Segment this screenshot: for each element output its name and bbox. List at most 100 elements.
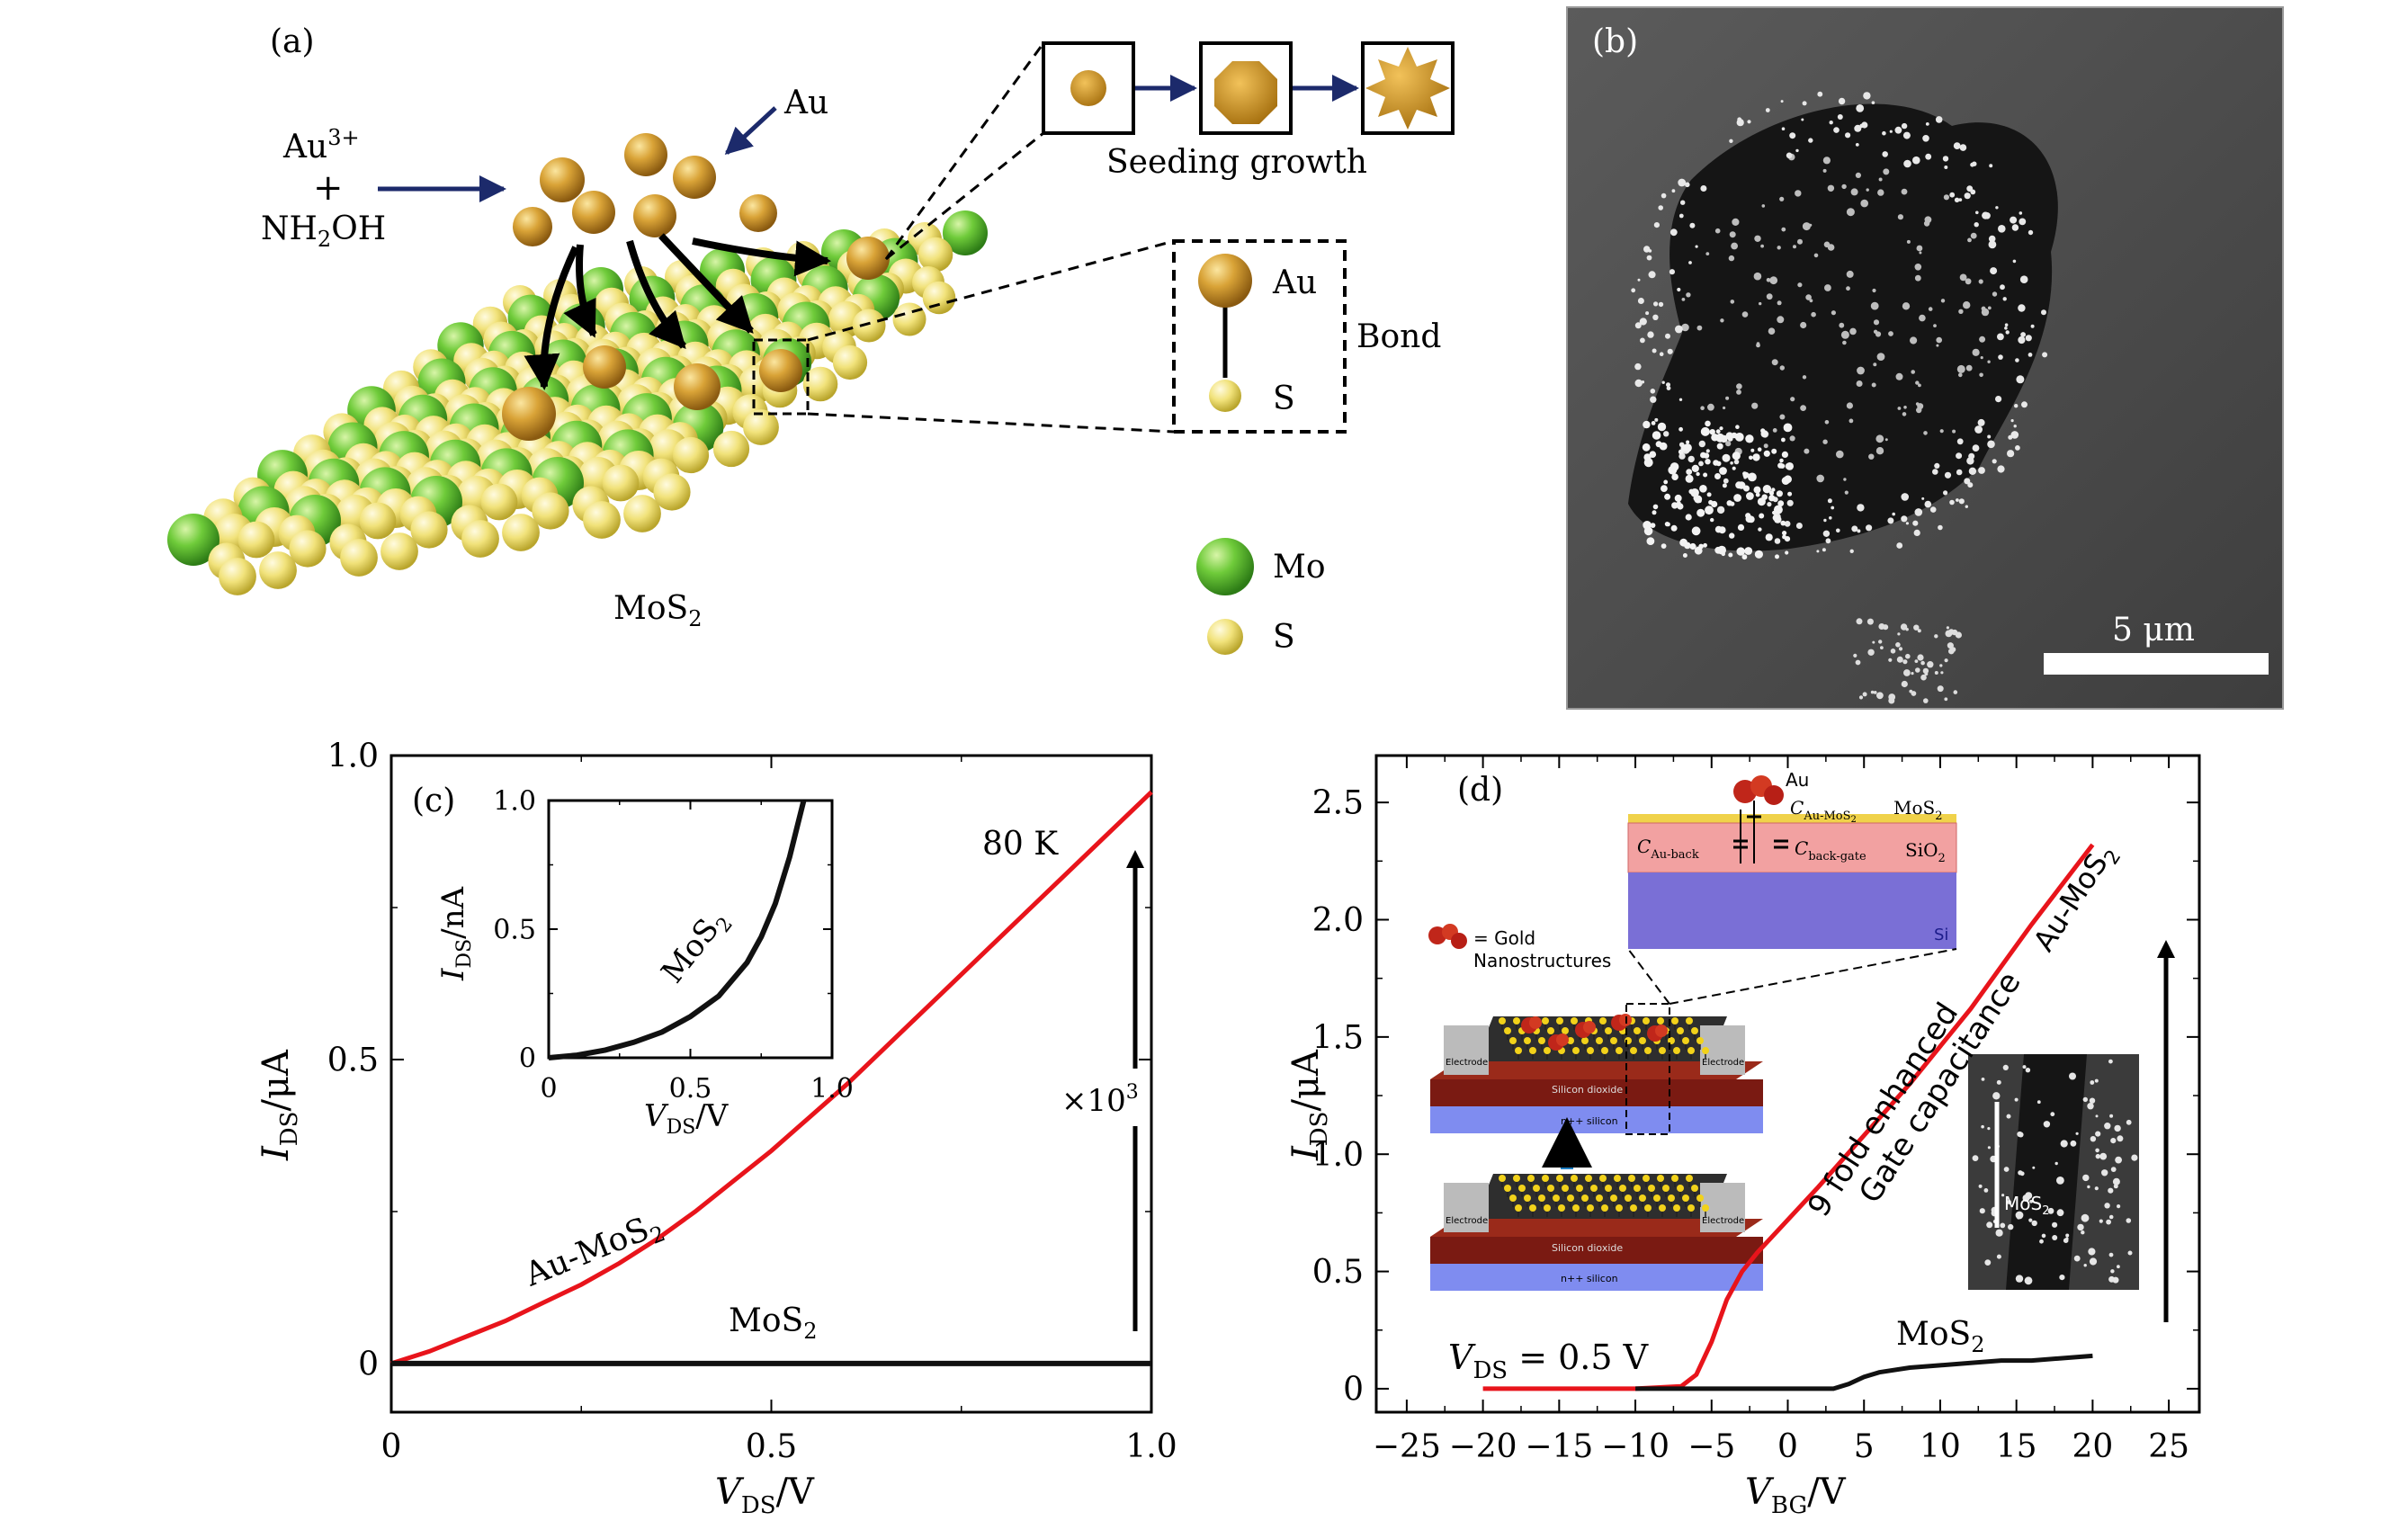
- hydroxylamine-label: NH2OH: [261, 210, 386, 252]
- selection-box: [752, 338, 810, 416]
- svg-text:n++ silicon: n++ silicon: [1561, 1115, 1618, 1127]
- y-tick-label: 0: [358, 1347, 379, 1383]
- multiplier-label: ×103: [1061, 1081, 1139, 1119]
- au-particle: [540, 157, 585, 202]
- s-atom: [340, 539, 378, 577]
- x-tick-label: −10: [1601, 1428, 1669, 1465]
- multiplier-mask: [1061, 1069, 1148, 1126]
- x-tick-label: −20: [1449, 1428, 1517, 1465]
- gold-particle-speckles: [1631, 91, 2048, 704]
- panel-c-iv-chart: 0 0.5 1.000.51.0 (c) 80 K ×103 Au-MoS2 MoS…: [255, 738, 1177, 1519]
- svg-text:CAu-MoS2: CAu-MoS2: [1790, 797, 1857, 825]
- x-tick-label: 1.0: [1125, 1428, 1177, 1465]
- chart-c-ylabel: IDS/μA: [255, 1049, 303, 1161]
- capacitance-cross-section: Au CAu-MoS2 MoS2 CAu-back Cback-gate SiO…: [1627, 769, 1957, 949]
- au-particle: [624, 133, 667, 176]
- au-particle: [572, 191, 615, 234]
- s-atom: [380, 532, 418, 570]
- svg-text:= Gold: = Gold: [1473, 927, 1535, 949]
- seed-particle-star: [1365, 47, 1450, 130]
- s-atom: [480, 483, 518, 521]
- bond-au-label: Au: [1272, 264, 1317, 301]
- au-particle: [739, 194, 777, 232]
- scale-bar-label: 5 μm: [2112, 612, 2195, 649]
- vds-condition-label: VDS = 0.5 V: [1448, 1338, 1649, 1384]
- s-atom: [237, 521, 275, 559]
- svg-text:CAu-back: CAu-back: [1637, 836, 1699, 862]
- au-particle-on-lattice: [759, 349, 802, 392]
- device-zoom-line-2: [1669, 948, 1957, 1005]
- series-au-mos2-line: [390, 790, 1153, 1366]
- y-tick-label: 1.0: [327, 738, 379, 775]
- mos2-label: MoS2: [613, 590, 702, 631]
- x-tick-label: 15: [1996, 1428, 2037, 1465]
- y-tick-label: 0.5: [1312, 1254, 1364, 1291]
- svg-text:Si: Si: [1934, 926, 1948, 944]
- temperature-label: 80 K: [982, 826, 1059, 863]
- legend-s-atom: [1207, 619, 1243, 655]
- deposition-arrow-1: [524, 246, 579, 390]
- device-schematic-bottom: Electrode Electrode Silicon dioxide n++ …: [1430, 1174, 1763, 1291]
- s-atom: [653, 473, 691, 511]
- s-atom: [802, 366, 838, 402]
- chart-d-ylabel: IDS/μA: [1285, 1049, 1333, 1161]
- s-atom: [892, 302, 926, 336]
- x-tick-label: 0.5: [746, 1428, 797, 1465]
- s-atom: [602, 464, 640, 502]
- svg-text:MoS2: MoS2: [1893, 797, 1943, 823]
- series-au-mos2-transfer-line: [1482, 843, 2095, 1391]
- y-tick-label: 0.5: [327, 1042, 379, 1079]
- svg-text:MoS2: MoS2: [2004, 1193, 2049, 1218]
- chart-c-xlabel: VDS/V: [715, 1472, 815, 1519]
- s-atom: [259, 551, 297, 589]
- s-atom: [712, 430, 750, 468]
- device-zoom-line-1: [1627, 948, 1670, 1005]
- device-schematic-top: Electrode Electrode Silicon dioxide n++ …: [1430, 1014, 1763, 1133]
- svg-text:Cback-gate: Cback-gate: [1795, 837, 1866, 863]
- au-particle: [846, 237, 890, 280]
- x-tick-label: 0: [1777, 1428, 1798, 1465]
- series-mos2-transfer-line: [1635, 1353, 2093, 1391]
- bond-s-atom: [1209, 380, 1241, 412]
- deposition-arrow-5: [692, 237, 831, 277]
- chart-d-xlabel: VBG/V: [1745, 1472, 1847, 1519]
- bond-au-atom: [1198, 254, 1252, 308]
- au-particle-label: Au: [783, 85, 828, 121]
- zoom-line-bond-1: [807, 239, 1175, 342]
- legend-mo-atom: [1196, 538, 1254, 595]
- y-tick-label: 2.0: [1312, 902, 1364, 939]
- s-atom: [832, 344, 868, 380]
- chart-d-ticks: −25 −20 −15 −10 −5 0 5 10 15 20 25 0 0.5 1.0 1.5 2.0 2.5: [1312, 756, 2199, 1465]
- s-atom: [922, 281, 956, 315]
- s-atom: [359, 502, 397, 540]
- series-mos2-transfer-label: MoS2: [1896, 1316, 1984, 1357]
- x-tick-label: 5: [1854, 1428, 1875, 1465]
- y-tick-label: 1.0: [1312, 1137, 1364, 1174]
- au-nanoparticle-cluster: [513, 133, 890, 280]
- s-atom: [289, 530, 327, 568]
- x-tick-label: 25: [2148, 1428, 2189, 1465]
- legend-mo-label: Mo: [1273, 549, 1326, 586]
- series-mos2-label: MoS2: [729, 1302, 817, 1344]
- x-tick-label: −15: [1525, 1428, 1593, 1465]
- x-tick-label: −5: [1687, 1428, 1735, 1465]
- mo-atom: [943, 210, 988, 255]
- inset-ylabel: IDS/nA: [435, 886, 476, 981]
- s-atom: [583, 501, 621, 539]
- device-zoom-box: [1625, 1003, 1670, 1135]
- panel-a-schematic: (a) Au3+ + NH2OH Au Seeding growth: [167, 23, 1455, 656]
- svg-text:Electrode: Electrode: [1702, 1058, 1744, 1068]
- au-pointer-arrow: [724, 106, 777, 156]
- s-atom: [219, 558, 256, 595]
- svg-text:Electrode: Electrode: [1446, 1058, 1488, 1068]
- chart-c-ticks: 0 0.5 1.0 0 0.5 1.0: [327, 738, 1177, 1465]
- device-top-atoms: [1499, 1014, 1709, 1060]
- y-tick-label: 0: [519, 1043, 536, 1075]
- s-atom: [918, 237, 953, 273]
- svg-text:Nanostructures: Nanostructures: [1473, 950, 1611, 971]
- bond-s-label: S: [1273, 380, 1295, 417]
- gold-nanostructure-legend: = Gold Nanostructures: [1428, 924, 1611, 971]
- inset-xlabel: VDS/V: [644, 1098, 730, 1139]
- x-tick-label: 0: [540, 1073, 557, 1105]
